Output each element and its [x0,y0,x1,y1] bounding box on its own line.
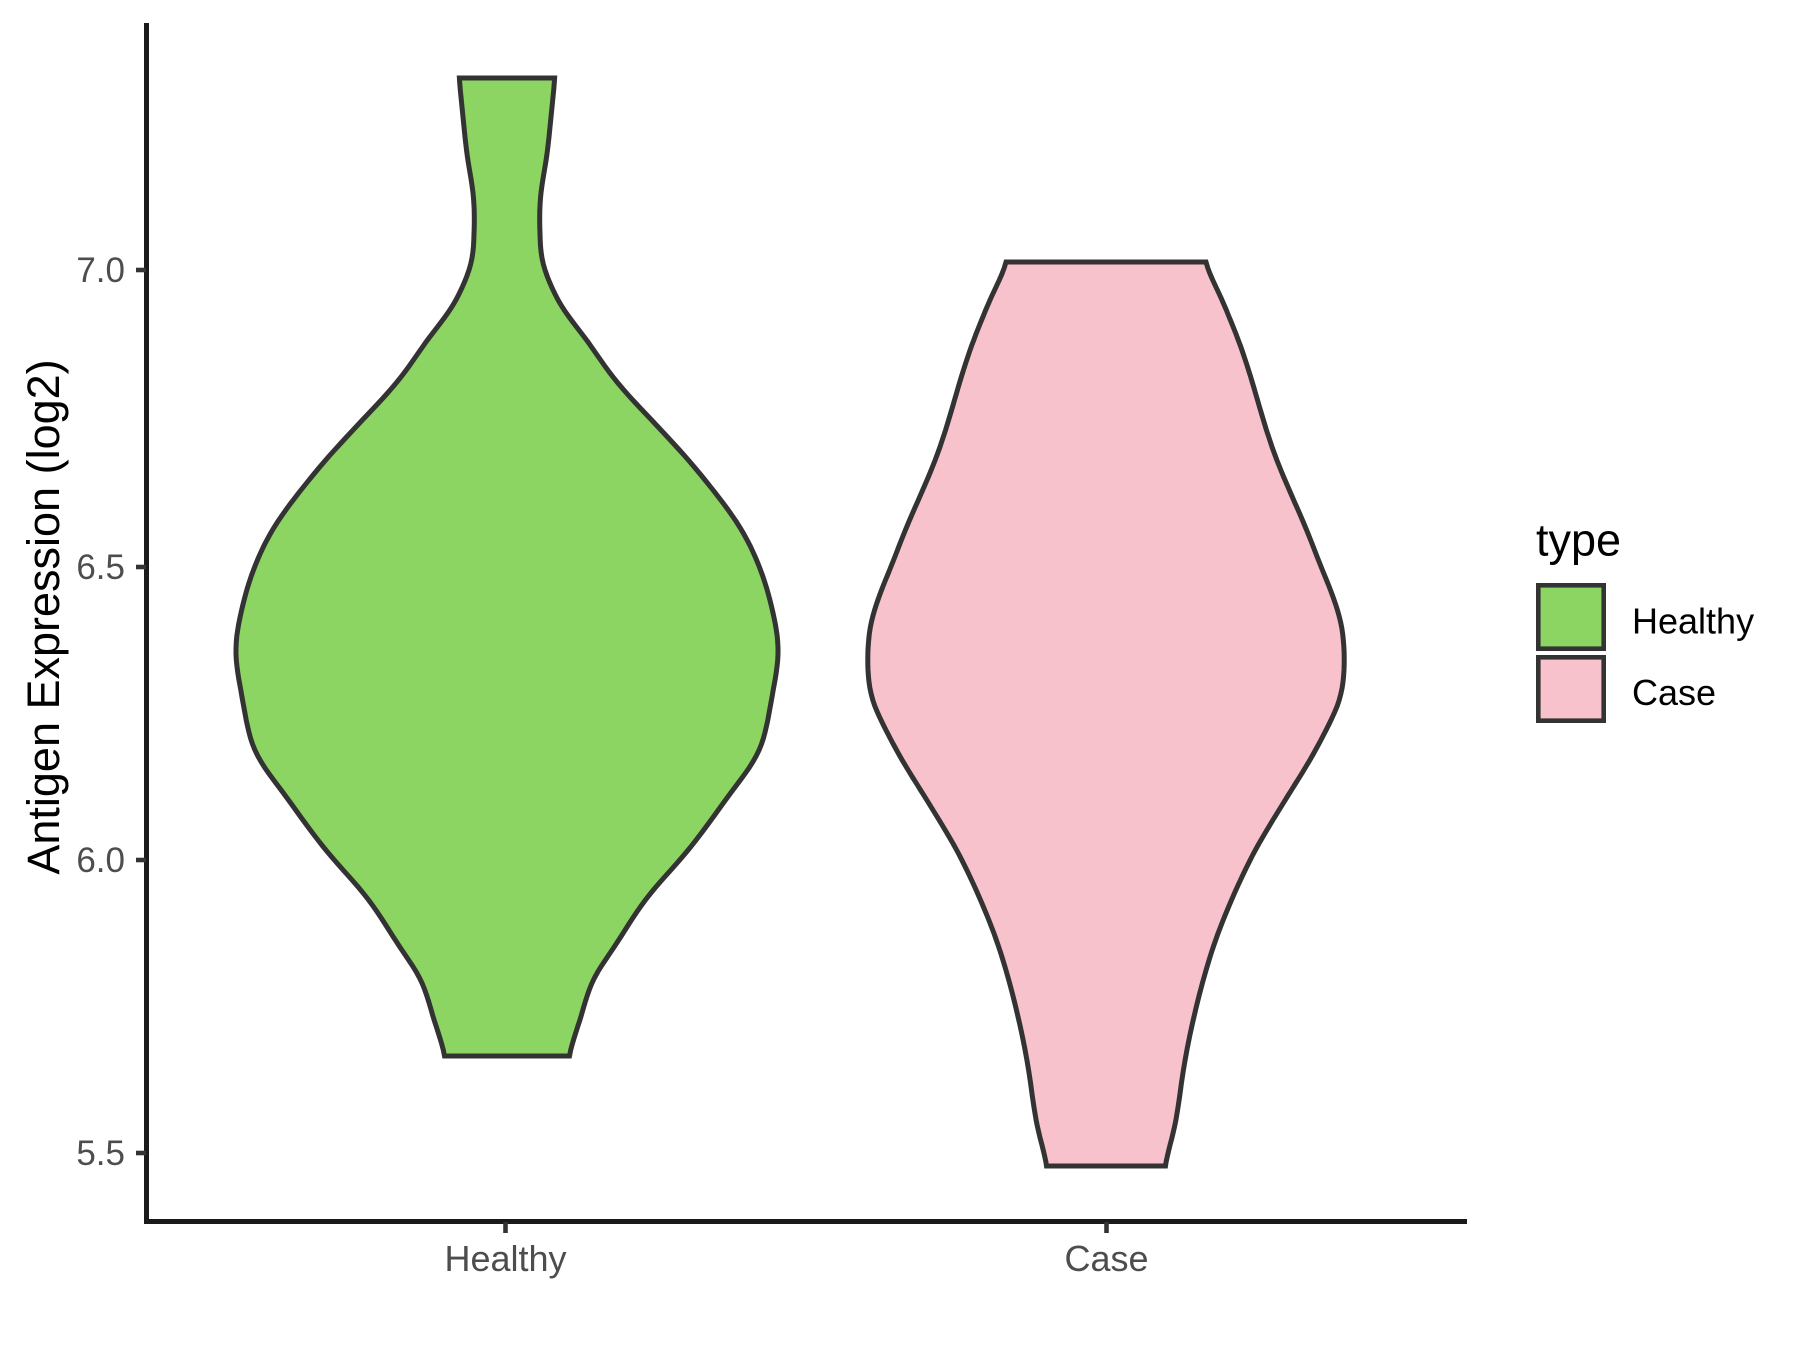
svg-text:6.0: 6.0 [76,841,125,880]
svg-text:5.5: 5.5 [76,1134,125,1173]
svg-text:Case: Case [1632,672,1716,713]
svg-text:Healthy: Healthy [1632,601,1754,642]
svg-text:Antigen Expression (log2): Antigen Expression (log2) [18,359,69,874]
svg-text:7.0: 7.0 [76,251,125,290]
svg-text:6.5: 6.5 [76,548,125,587]
svg-text:Case: Case [1064,1238,1148,1279]
svg-text:Healthy: Healthy [444,1238,566,1279]
svg-text:type: type [1536,515,1621,566]
